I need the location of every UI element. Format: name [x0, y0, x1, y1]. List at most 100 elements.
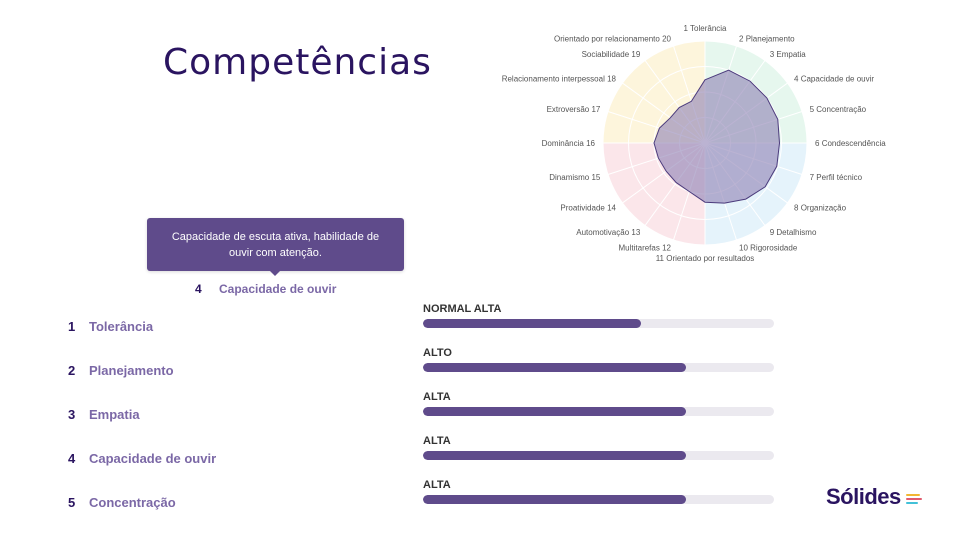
competency-number: 2 — [68, 363, 76, 378]
radar-axis-label: 9 Detalhismo — [770, 228, 817, 237]
competency-name: Empatia — [89, 407, 140, 422]
competency-progress-track — [423, 319, 774, 328]
tooltip-text: Capacidade de escuta ativa, habilidade d… — [171, 231, 380, 259]
radar-axis-label: 8 Organização — [794, 204, 847, 213]
radar-axis-name: Concentração — [816, 105, 866, 114]
radar-axis-number: 10 — [739, 244, 748, 253]
radar-axis-label: 5 Concentração — [810, 105, 867, 114]
radar-data-area — [653, 69, 781, 204]
competency-number: 1 — [68, 319, 76, 334]
brand-logo-icon — [906, 494, 922, 508]
competency-number: 4 — [68, 451, 76, 466]
radar-axis-label: Orientado por relacionamento 20 — [554, 34, 672, 43]
competency-progress-fill — [423, 363, 687, 372]
radar-axis-number: 5 — [810, 105, 815, 114]
radar-axis-name: Extroversão — [547, 105, 590, 114]
radar-axis-label: 4 Capacidade de ouvir — [794, 74, 874, 83]
radar-axis-label: 7 Perfil técnico — [810, 173, 863, 182]
radar-axis-name: Orientado por relacionamento — [554, 34, 660, 43]
competency-progress-track — [423, 495, 774, 504]
radar-axis-name: Orientado por resultados — [666, 254, 754, 263]
radar-axis-number: 15 — [591, 173, 600, 182]
radar-axis-label: 11 Orientado por resultados — [656, 254, 755, 263]
competency-name: Tolerância — [89, 319, 154, 334]
hovered-competency[interactable]: 4 Capacidade de ouvir — [195, 282, 336, 296]
hovered-competency-name: Capacidade de ouvir — [219, 282, 337, 296]
competency-level: ALTO — [423, 347, 452, 359]
competency-progress-fill — [423, 495, 687, 504]
radar-axis-number: 14 — [607, 204, 616, 213]
radar-axis-label: Dinamismo 15 — [549, 173, 601, 182]
competency-level: ALTA — [423, 479, 451, 491]
radar-axis-label: 2 Planejamento — [739, 34, 795, 43]
radar-axis-name: Condescendência — [822, 139, 887, 148]
radar-axis-label: Extroversão 17 — [547, 105, 601, 114]
page-title: Competências — [163, 42, 432, 83]
competency-name: Planejamento — [89, 363, 174, 378]
radar-axis-name: Dominância — [542, 139, 585, 148]
radar-axis-name: Multitarefas — [619, 244, 660, 253]
radar-axis-label: Proatividade 14 — [560, 204, 616, 213]
competency-name: Capacidade de ouvir — [89, 451, 217, 466]
radar-axis-number: 12 — [662, 244, 671, 253]
radar-axis-name: Planejamento — [746, 34, 795, 43]
competency-row[interactable]: 4 Capacidade de ouvir ALTA — [68, 435, 788, 471]
radar-axis-number: 20 — [662, 34, 671, 43]
radar-axis-label: Sociabilidade 19 — [582, 50, 641, 59]
competency-progress-track — [423, 407, 774, 416]
brand-bar — [906, 494, 920, 496]
radar-axis-number: 7 — [810, 173, 815, 182]
competency-progress-fill — [423, 407, 687, 416]
radar-axis-number: 16 — [586, 139, 595, 148]
radar-axis-name: Automotivação — [576, 228, 629, 237]
radar-axis-label: 10 Rigorosidade — [739, 244, 798, 253]
competency-row[interactable]: 3 Empatia ALTA — [68, 391, 788, 427]
radar-axis-name: Empatia — [776, 50, 806, 59]
competency-progress-track — [423, 451, 774, 460]
radar-axis-label: 1 Tolerância — [684, 24, 728, 33]
competency-progress-fill — [423, 451, 687, 460]
competency-row[interactable]: 5 Concentração ALTA — [68, 479, 788, 515]
tooltip-arrow — [270, 271, 280, 276]
competency-level: ALTA — [423, 391, 451, 403]
competency-level: NORMAL ALTA — [423, 303, 502, 315]
competency-number: 3 — [68, 407, 76, 422]
brand-bar — [906, 498, 922, 500]
radar-axis-name: Detalhismo — [776, 228, 817, 237]
radar-axis-label: Automotivação 13 — [576, 228, 641, 237]
hovered-competency-number: 4 — [195, 282, 202, 296]
radar-axis-name: Relacionamento interpessoal — [502, 74, 605, 83]
radar-axis-name: Perfil técnico — [816, 173, 862, 182]
radar-axis-label: Multitarefas 12 — [619, 244, 672, 253]
radar-axis-number: 13 — [631, 228, 640, 237]
competency-name: Concentração — [89, 495, 176, 510]
radar-axis-number: 18 — [607, 74, 616, 83]
radar-axis-number: 11 — [656, 254, 665, 263]
radar-axis-number: 1 — [684, 24, 689, 33]
radar-chart: 1 Tolerância 2 Planejamento 3 Empatia 4 Cap… — [502, 24, 887, 263]
radar-axis-name: Proatividade — [560, 204, 605, 213]
radar-axis-name: Organização — [801, 204, 847, 213]
radar-axis-number: 6 — [815, 139, 820, 148]
radar-axis-label: Relacionamento interpessoal 18 — [502, 74, 617, 83]
competency-level: ALTA — [423, 435, 451, 447]
radar-axis-name: Dinamismo — [549, 173, 590, 182]
radar-axis-number: 4 — [794, 74, 799, 83]
radar-axis-label: 6 Condescendência — [815, 139, 886, 148]
radar-axis-number: 8 — [794, 204, 799, 213]
competency-progress-track — [423, 363, 774, 372]
radar-axis-label: Dominância 16 — [542, 139, 596, 148]
radar-axis-label: 3 Empatia — [770, 50, 807, 59]
radar-axis-name: Sociabilidade — [582, 50, 630, 59]
brand-bar — [906, 502, 918, 504]
radar-axis-number: 3 — [770, 50, 775, 59]
radar-axis-name: Capacidade de ouvir — [801, 74, 875, 83]
radar-axis-name: Rigorosidade — [750, 244, 798, 253]
competency-row[interactable]: 2 Planejamento ALTO — [68, 347, 788, 383]
radar-axis-name: Tolerância — [690, 24, 727, 33]
radar-axis-number: 9 — [770, 228, 775, 237]
competency-tooltip: Capacidade de escuta ativa, habilidade d… — [147, 218, 404, 271]
radar-axis-number: 17 — [591, 105, 600, 114]
competency-row[interactable]: 1 Tolerância NORMAL ALTA — [68, 303, 788, 339]
competency-progress-fill — [423, 319, 641, 328]
